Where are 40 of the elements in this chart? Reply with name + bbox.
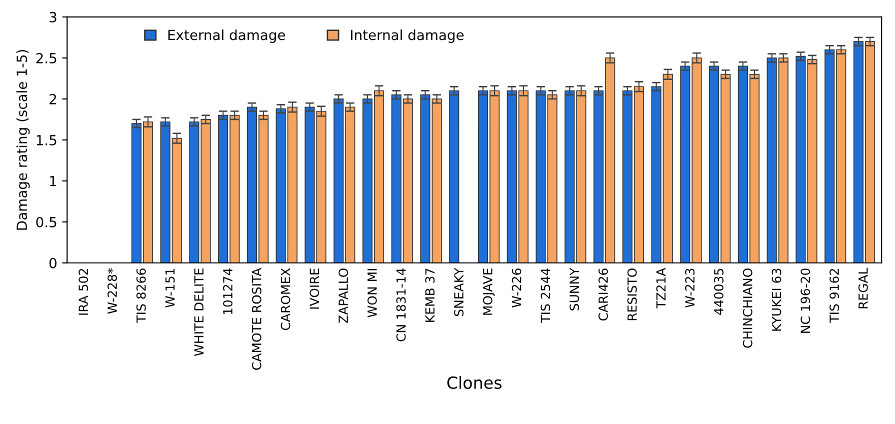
y-tick-label: 0.5: [36, 216, 56, 228]
y-tick-label: 0: [49, 258, 56, 268]
x-tick-label: KEMB 37: [425, 268, 435, 322]
y-tick-label: 1: [50, 176, 56, 186]
x-tick-label: TIS 8266: [136, 268, 146, 323]
legend-label: External damage: [168, 29, 286, 43]
y-tick-label: 2.5: [36, 52, 56, 64]
x-axis-title: Clones: [447, 376, 502, 389]
bar: [449, 90, 460, 263]
x-tick-label: SNEAKY: [454, 268, 464, 316]
x-tick-label: ZAPALLO: [338, 268, 348, 323]
x-tick-label: WHITE DELITE: [194, 268, 204, 356]
x-tick-label: CHINCHIANO: [742, 268, 752, 348]
y-axis-title: Damage rating (scale 1-5): [16, 50, 30, 230]
y-tick-label: 2: [50, 94, 56, 104]
x-tick-label: MOJAVE: [482, 268, 495, 315]
x-tick-label: IVOIRE: [310, 268, 320, 309]
x-tick-label: SUNNY: [570, 268, 580, 310]
x-tick-label: W-228*: [108, 268, 117, 314]
x-tick-label: W-151: [165, 268, 175, 308]
x-tick-label: NC 196-20: [800, 268, 810, 333]
x-tick-label: W-226: [512, 268, 522, 308]
x-tick-label: TZ21A: [656, 268, 666, 308]
legend-label: Internal damage: [351, 29, 464, 43]
x-tick-label: REGAL: [858, 268, 868, 308]
x-tick-label: CARI426: [598, 268, 608, 321]
x-tick-label: CAMOTE ROSITA: [252, 268, 262, 370]
x-tick-label: TIS 9162: [830, 268, 839, 323]
y-tick-label: 3: [50, 12, 56, 22]
x-tick-label: KYUKEI 63: [772, 268, 782, 331]
x-tick-label: RESISTO: [627, 268, 637, 320]
x-tick-label: CAROMEX: [280, 268, 290, 330]
x-tick-label: 101274: [223, 268, 232, 314]
x-tick-label: WON MI: [367, 268, 377, 318]
x-tick-label: W-223: [685, 268, 695, 308]
x-tick-label: IRA 502: [78, 268, 88, 315]
x-tick-label: CN 1831-14: [396, 268, 406, 342]
y-tick-label: 1.5: [36, 135, 56, 146]
x-tick-label: 440035: [714, 268, 724, 315]
x-tick-label: TIS 2544: [540, 268, 550, 323]
